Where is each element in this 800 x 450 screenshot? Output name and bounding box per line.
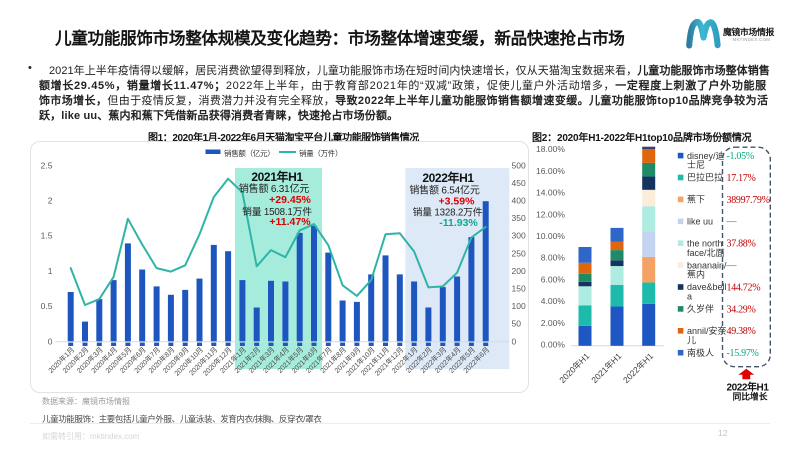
svg-text:-15.97%: -15.97% [727,348,759,359]
svg-text:蕉内: 蕉内 [687,269,705,280]
svg-text:144.72%: 144.72% [727,282,761,293]
svg-text:37.88%: 37.88% [727,239,756,250]
svg-text:300: 300 [512,231,526,241]
svg-text:0.00%: 0.00% [541,340,566,350]
svg-text:disney/迪: disney/迪 [687,150,725,161]
svg-text:-11.93%: -11.93% [439,217,478,229]
svg-text:200: 200 [512,266,526,276]
svg-text:2022年H1: 2022年H1 [621,351,655,385]
svg-text:dave&bell: dave&bell [687,282,727,292]
svg-text:50: 50 [512,319,522,329]
svg-text:+3.59%: +3.59% [439,196,476,208]
svg-text:bananain/: bananain/ [687,260,727,270]
svg-text:儿: 儿 [687,335,696,345]
svg-text:久岁伴: 久岁伴 [687,303,714,314]
svg-text:4.00%: 4.00% [541,296,566,306]
svg-text:6.00%: 6.00% [541,274,566,284]
svg-text:—: — [726,261,738,272]
svg-text:annil/安奈: annil/安奈 [687,325,727,336]
svg-text:2021年H1: 2021年H1 [589,351,623,385]
svg-text:2: 2 [48,196,53,206]
svg-text:0: 0 [48,336,53,346]
svg-text:the north: the north [687,238,723,248]
svg-text:2020年H1: 2020年H1 [557,351,591,385]
svg-text:450: 450 [512,178,526,188]
svg-text:销售额 6.54亿元: 销售额 6.54亿元 [409,184,479,197]
svg-text:0.5: 0.5 [41,301,53,311]
svg-text:100: 100 [512,301,526,311]
svg-text:1.5: 1.5 [41,231,53,241]
svg-text:350: 350 [512,213,526,223]
svg-text:34.29%: 34.29% [727,304,756,315]
svg-text:士尼: 士尼 [687,159,705,170]
svg-text:2021年H1: 2021年H1 [251,169,303,184]
svg-text:销量 1328.2万件: 销量 1328.2万件 [413,206,483,219]
svg-text:like uu: like uu [687,217,713,227]
svg-text:18.00%: 18.00% [536,144,565,154]
svg-text:500: 500 [512,160,526,170]
svg-text:400: 400 [512,196,526,206]
svg-text:蕉下: 蕉下 [687,194,705,205]
svg-text:南极人: 南极人 [687,347,714,358]
svg-text:—: — [726,217,738,228]
svg-text:0: 0 [512,336,517,346]
svg-text:14.00%: 14.00% [536,188,565,198]
svg-text:8.00%: 8.00% [541,253,566,263]
svg-text:销量 1508.1万件: 销量 1508.1万件 [242,205,312,218]
svg-text:10.00%: 10.00% [536,231,565,241]
svg-text:38997.79%: 38997.79% [727,195,770,206]
svg-text:销售额（亿元）: 销售额（亿元） [224,148,274,158]
svg-text:同比增长: 同比增长 [733,391,768,402]
svg-text:巴拉巴拉: 巴拉巴拉 [687,172,723,183]
svg-text:17.17%: 17.17% [727,173,756,184]
svg-text:2022年H1: 2022年H1 [422,170,474,185]
svg-text:face/北面: face/北面 [687,248,725,258]
svg-text:2022年H1: 2022年H1 [727,380,770,393]
svg-text:+11.47%: +11.47% [269,216,311,228]
svg-text:49.38%: 49.38% [727,326,756,337]
svg-text:2.5: 2.5 [41,160,53,170]
svg-text:+29.45%: +29.45% [269,194,311,206]
svg-text:-1.05%: -1.05% [727,151,754,162]
svg-text:250: 250 [512,248,526,258]
svg-text:1: 1 [48,266,53,276]
svg-text:a: a [687,292,692,302]
svg-text:2.00%: 2.00% [541,318,566,328]
svg-text:销售额 6.31亿元: 销售额 6.31亿元 [239,182,309,195]
svg-text:150: 150 [512,284,526,294]
svg-text:12.00%: 12.00% [536,209,565,219]
svg-text:16.00%: 16.00% [536,166,565,176]
svg-text:销量（万件）: 销量（万件） [299,148,342,158]
